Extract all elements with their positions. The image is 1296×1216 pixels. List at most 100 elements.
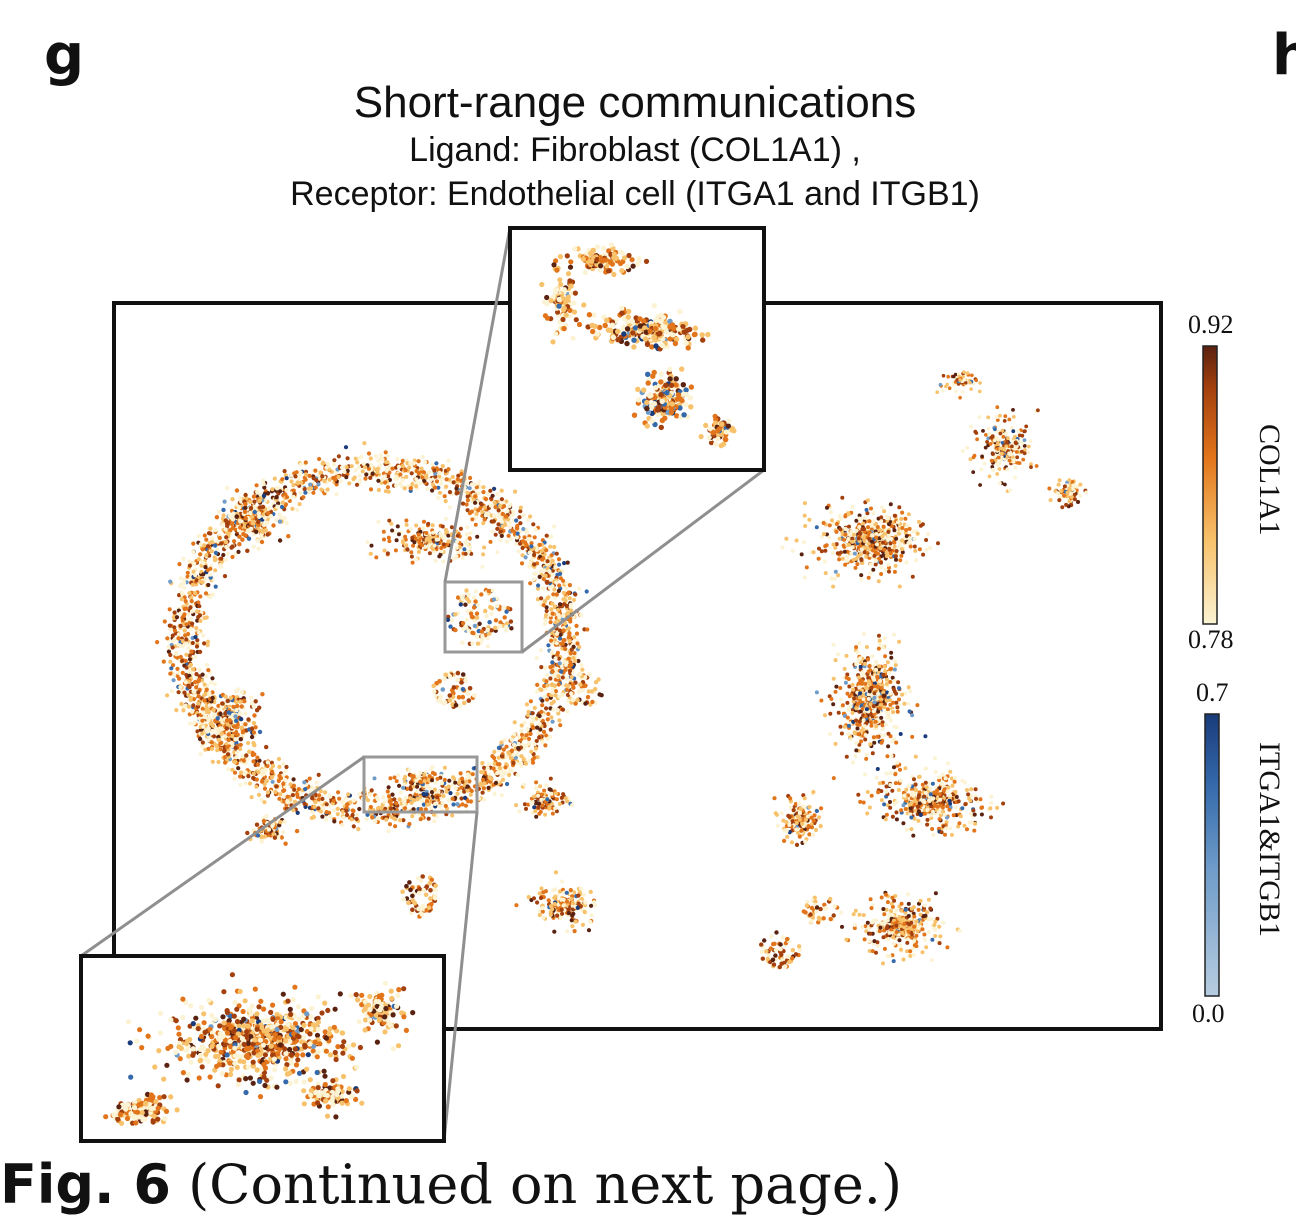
ligand-cell-dot: [552, 901, 558, 907]
ligand-cell-dot: [182, 585, 187, 590]
ligand-cell-dot: [507, 772, 512, 778]
ligand-cell-dot: [172, 610, 177, 615]
ligand-cell-dot: [270, 775, 275, 780]
ligand-cell-dot: [518, 509, 523, 514]
receptor-cell-dot: [496, 745, 501, 751]
ligand-cell-dot: [561, 613, 566, 619]
ligand-cell-dot: [324, 810, 329, 815]
ligand-cell-dot: [548, 665, 553, 670]
ligand-cell-dot: [351, 824, 356, 829]
ligand-cell-dot: [344, 808, 349, 814]
ligand-cell-dot: [272, 476, 277, 481]
ligand-cell-dot: [823, 544, 828, 549]
ligand-cell-dot: [507, 520, 512, 525]
ligand-cell-dot: [590, 699, 595, 705]
ligand-cell-dot: [200, 672, 205, 677]
ligand-cell-dot: [537, 801, 542, 806]
ligand-cell-dot: [515, 772, 520, 778]
ligand-cell-dot: [204, 687, 209, 692]
ligand-cell-dot: [246, 774, 251, 779]
receptor-cell-dot: [455, 802, 460, 807]
ligand-cell-dot: [389, 814, 394, 820]
ligand-cell-dot: [294, 828, 300, 834]
ligand-cell-dot: [545, 559, 550, 564]
ligand-cell-dot: [353, 468, 358, 473]
ligand-cell-dot: [375, 470, 380, 475]
receptor-cell-dot: [559, 669, 564, 674]
ligand-cell-dot: [444, 477, 449, 482]
receptor-cell-dot: [505, 781, 510, 787]
ligand-cell-dot: [398, 481, 403, 486]
ligand-cell-dot: [861, 521, 866, 526]
ligand-cell-dot: [879, 519, 884, 524]
ligand-cell-dot: [871, 548, 876, 553]
ligand-cell-dot: [458, 771, 463, 776]
ligand-cell-dot: [528, 560, 533, 565]
ligand-cell-dot: [450, 474, 455, 480]
ligand-cell-dot: [431, 683, 437, 689]
ligand-cell-dot: [531, 896, 537, 901]
ligand-cell-dot: [427, 881, 433, 886]
ligand-cell-dot: [188, 617, 193, 622]
ligand-cell-dot: [210, 746, 215, 752]
ligand-cell-dot: [488, 539, 493, 544]
ligand-cell-dot: [204, 674, 209, 679]
ligand-cell-dot: [251, 775, 256, 781]
panel-label-h: h: [1272, 23, 1296, 88]
ligand-cell-dot: [532, 755, 537, 760]
ligand-cell-dot: [249, 795, 254, 800]
ligand-cell-dot: [235, 732, 240, 737]
ligand-cell-dot: [906, 512, 911, 517]
ligand-cell-dot: [437, 470, 442, 475]
ligand-cell-dot: [197, 613, 203, 618]
ligand-cell-dot: [208, 566, 213, 571]
ligand-cell-dot: [212, 681, 217, 687]
ligand-cell-dot: [838, 527, 843, 532]
ligand-cell-dot: [550, 907, 555, 912]
ligand-cell-dot: [503, 771, 508, 776]
ligand-cell-dot: [432, 787, 438, 792]
receptor-cell-dot: [316, 482, 321, 487]
ligand-cell-dot: [409, 554, 414, 559]
ligand-cell-dot: [558, 576, 564, 581]
receptor-cell-dot: [833, 569, 838, 574]
ligand-cell-dot: [539, 687, 544, 693]
ligand-cell-dot: [277, 538, 283, 543]
ligand-cell-dot: [539, 548, 544, 554]
ligand-cell-dot: [571, 597, 577, 603]
ligand-cell-dot: [269, 769, 275, 775]
ligand-cell-dot: [453, 627, 458, 633]
ligand-cell-dot: [576, 901, 581, 906]
ligand-cell-dot: [460, 672, 466, 677]
ligand-cell-dot: [406, 900, 411, 906]
ligand-cell-dot: [579, 663, 584, 668]
ligand-cell-dot: [529, 749, 534, 754]
ligand-cell-dot: [533, 809, 538, 814]
ligand-cell-dot: [527, 550, 532, 555]
ligand-cell-dot: [298, 472, 303, 477]
ligand-cell-dot: [559, 907, 564, 913]
ligand-cell-dot: [203, 691, 208, 697]
ligand-cell-dot: [210, 695, 215, 701]
ligand-cell-dot: [543, 573, 548, 579]
ligand-cell-dot: [464, 481, 470, 486]
ligand-cell-dot: [850, 504, 855, 509]
ligand-cell-dot: [503, 765, 508, 770]
ligand-cell-dot: [585, 627, 590, 632]
ligand-cell-dot: [384, 468, 389, 473]
ligand-cell-dot: [260, 779, 265, 784]
ligand-cell-dot: [395, 524, 400, 529]
ligand-cell-dot: [230, 497, 235, 502]
ligand-cell-dot: [513, 489, 518, 494]
ligand-cell-dot: [256, 546, 261, 551]
ligand-cell-dot: [284, 764, 289, 770]
ligand-cell-dot: [239, 690, 245, 695]
ligand-cell-dot: [431, 689, 437, 695]
ligand-cell-dot: [183, 599, 188, 604]
ligand-cell-dot: [192, 720, 197, 726]
receptor-cell-dot: [557, 661, 562, 666]
ligand-cell-dot: [499, 793, 504, 798]
ligand-cell-dot: [226, 732, 231, 737]
ligand-cell-dot: [483, 496, 488, 502]
ligand-cell-dot: [176, 636, 181, 641]
